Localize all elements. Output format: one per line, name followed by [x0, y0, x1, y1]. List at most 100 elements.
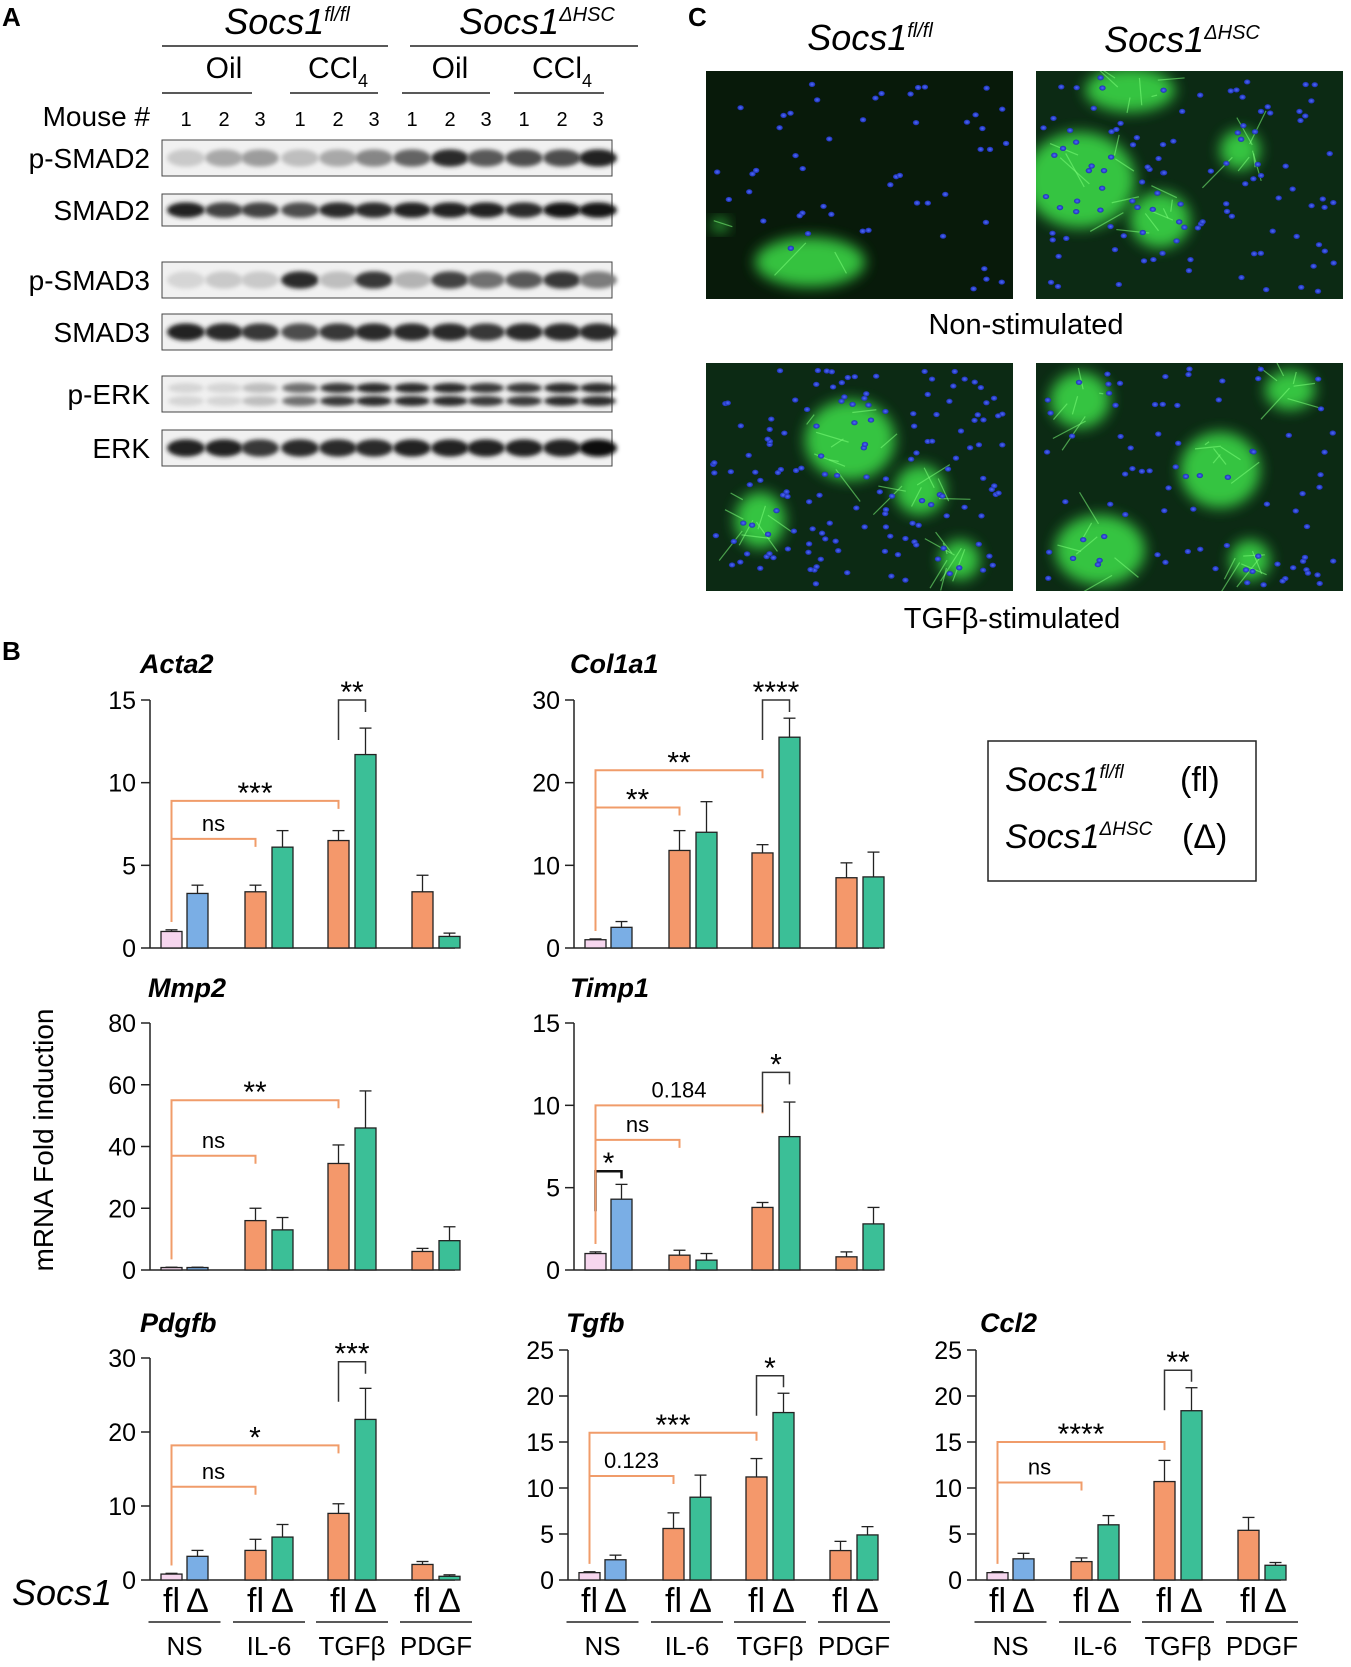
nucleus [1185, 268, 1193, 274]
nucleus [844, 570, 851, 576]
nucleus [1244, 580, 1251, 586]
nucleus [989, 562, 996, 568]
blot-band [319, 202, 357, 218]
actin-fiber [940, 547, 962, 582]
nucleus [1233, 87, 1240, 93]
actin-fiber [916, 464, 951, 486]
actin-fiber [1114, 557, 1139, 578]
comparison-bracket [761, 1071, 791, 1113]
nucleus [784, 493, 791, 500]
blot-band [167, 202, 205, 218]
actin-fiber [1079, 491, 1100, 525]
group-label: NS [584, 1631, 620, 1661]
nucleus [1194, 225, 1202, 231]
actin-fiber [935, 531, 953, 554]
blot-band [281, 271, 319, 289]
y-tick-label: 15 [532, 1010, 560, 1038]
mouse-number: 1 [180, 109, 191, 131]
blot-band [241, 202, 279, 218]
blot-band [393, 202, 431, 218]
nucleus [981, 266, 988, 272]
group-label: NS [166, 1631, 202, 1661]
blot-band [467, 202, 505, 218]
nucleus [913, 200, 921, 206]
nucleus [1120, 233, 1127, 239]
significance-label: ** [243, 1076, 267, 1109]
blot-row-label: SMAD2 [54, 195, 150, 226]
panel-label-a: A [2, 2, 21, 32]
significance-label: **** [753, 676, 800, 709]
nucleus [783, 489, 790, 495]
nucleus [913, 450, 920, 456]
bar [271, 1536, 294, 1581]
blot-band [467, 323, 505, 341]
blot-row-label: p-SMAD3 [29, 265, 150, 296]
bar [862, 1223, 885, 1271]
nucleus [983, 400, 990, 406]
blot-band [431, 439, 469, 457]
nucleus [1144, 164, 1151, 170]
nucleus [1317, 406, 1325, 412]
nucleus [1310, 263, 1317, 269]
bar [186, 892, 209, 949]
nucleus [1045, 549, 1053, 555]
nucleus [1282, 163, 1289, 169]
nucleus [1159, 141, 1167, 148]
blot-band [432, 383, 468, 393]
nucleus [910, 411, 917, 417]
blot-band [167, 439, 205, 457]
nucleus [1296, 108, 1303, 115]
comparison-bracket [1163, 1369, 1193, 1411]
nucleus [939, 493, 946, 499]
nucleus [1255, 553, 1262, 559]
nucleus [970, 286, 977, 292]
blot-band [579, 149, 617, 167]
significance-label: **** [1058, 1418, 1105, 1451]
bar-label: fl [989, 1582, 1006, 1620]
nucleus [887, 182, 894, 188]
nucleus [1330, 260, 1337, 266]
bar [668, 849, 691, 949]
blot-band [281, 439, 319, 457]
comparison-line [594, 806, 681, 931]
nucleus [974, 412, 981, 418]
blot-band [241, 149, 279, 167]
chart-title: Pdgfb [140, 1308, 216, 1338]
nucleus [1267, 110, 1274, 116]
nucleus [1121, 471, 1129, 477]
nucleus [872, 95, 879, 101]
bar [1264, 1564, 1287, 1581]
bar [1180, 1410, 1203, 1581]
bar [610, 926, 633, 949]
bar-label: Δ [1264, 1582, 1287, 1620]
blot-band [241, 323, 279, 341]
nucleus [737, 105, 744, 111]
bar [584, 939, 607, 949]
nucleus [865, 227, 872, 233]
nucleus [991, 483, 998, 489]
y-tick-label: 40 [108, 1134, 136, 1162]
significance-label: 0.123 [604, 1448, 659, 1473]
nucleus [910, 423, 918, 429]
nucleus [979, 125, 986, 132]
blot-row-p-smad3: p-SMAD3 [29, 261, 617, 299]
nucleus [887, 533, 894, 539]
y-tick-label: 10 [934, 1475, 962, 1503]
group-label: TGFβ [737, 1631, 804, 1661]
panel-label-b: B [2, 636, 21, 666]
nucleus [838, 380, 846, 386]
legend-entry-fl: Socs1fl/fl [1005, 761, 1125, 799]
significance-label: * [603, 1147, 615, 1180]
nucleus [851, 374, 858, 380]
nucleus [865, 402, 872, 408]
comparison-bracket [755, 1375, 785, 1416]
mouse-number: 3 [368, 109, 379, 131]
nucleus [792, 397, 799, 403]
nucleus [983, 276, 990, 282]
nucleus [829, 384, 837, 390]
nucleus [1311, 82, 1318, 88]
actin-fiber [1162, 208, 1169, 219]
treatment-label: Oil [432, 52, 469, 85]
nucleus [882, 476, 890, 482]
